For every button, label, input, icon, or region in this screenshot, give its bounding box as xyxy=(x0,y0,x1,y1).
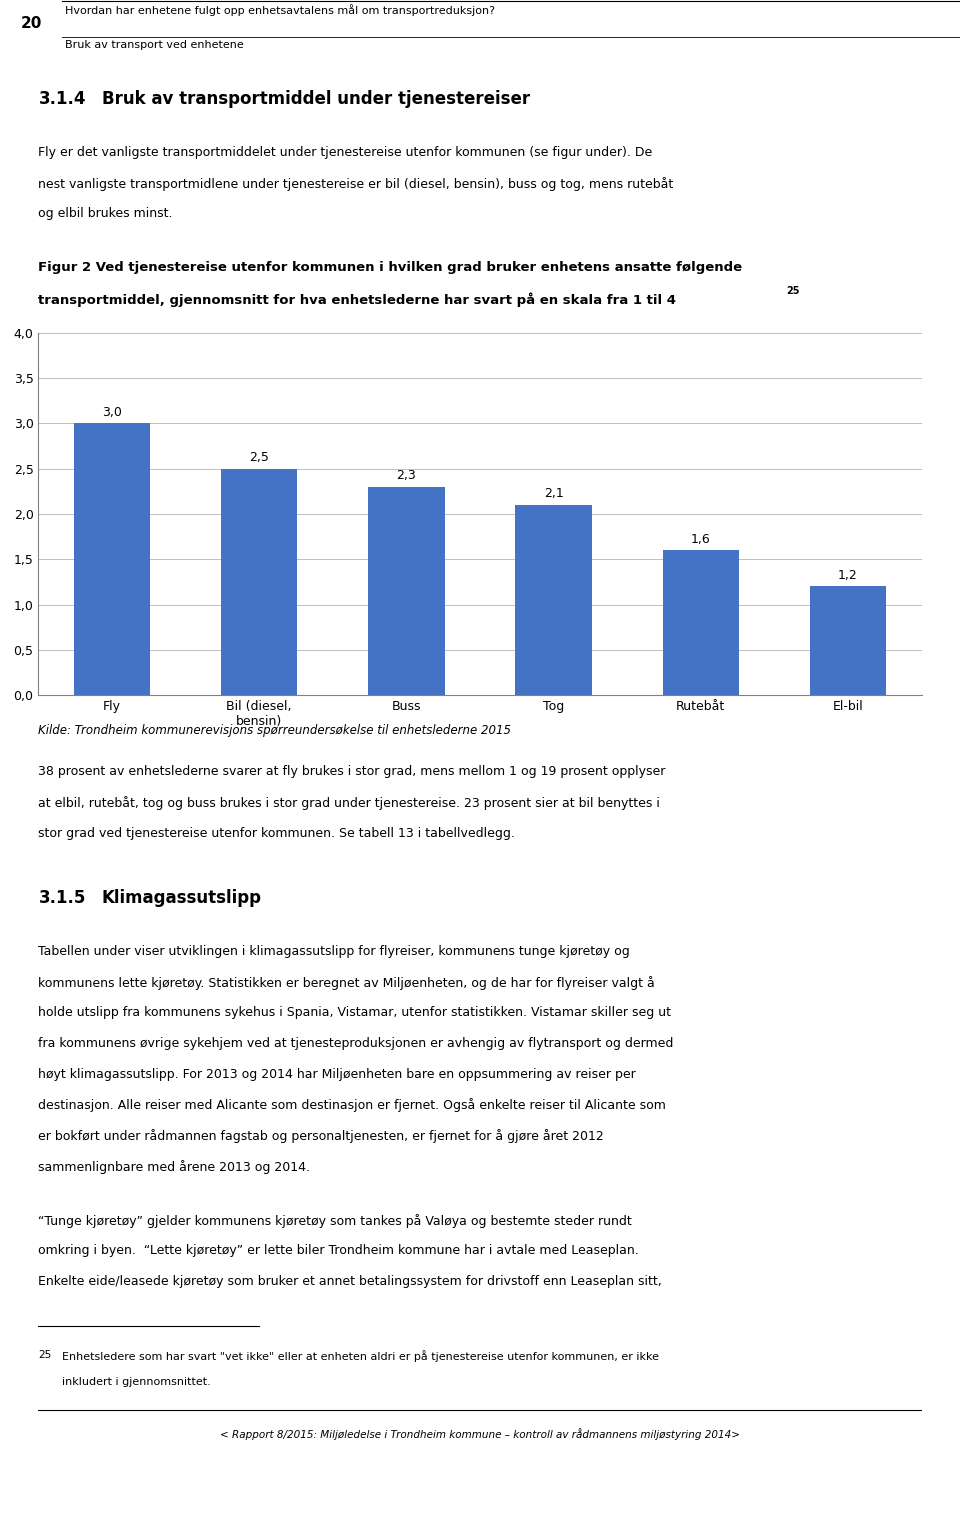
Bar xyxy=(368,486,444,695)
Text: kommunens lette kjøretøy. Statistikken er beregnet av Miljøenheten, og de har fo: kommunens lette kjøretøy. Statistikken e… xyxy=(38,976,655,990)
Text: transportmiddel, gjennomsnitt for hva enhetslederne har svart på en skala fra 1 : transportmiddel, gjennomsnitt for hva en… xyxy=(38,291,677,307)
Text: 1,2: 1,2 xyxy=(838,569,858,583)
Text: holde utslipp fra kommunens sykehus i Spania, Vistamar, utenfor statistikken. Vi: holde utslipp fra kommunens sykehus i Sp… xyxy=(38,1006,671,1019)
Bar xyxy=(662,551,739,695)
Text: nest vanligste transportmidlene under tjenestereise er bil (diesel, bensin), bus: nest vanligste transportmidlene under tj… xyxy=(38,177,674,191)
Text: “Tunge kjøretøy” gjelder kommunens kjøretøy som tankes på Valøya og bestemte ste: “Tunge kjøretøy” gjelder kommunens kjøre… xyxy=(38,1214,632,1228)
Text: Hvordan har enhetene fulgt opp enhetsavtalens mål om transportreduksjon?: Hvordan har enhetene fulgt opp enhetsavt… xyxy=(65,5,495,17)
Text: Figur 2 Ved tjenestereise utenfor kommunen i hvilken grad bruker enhetens ansatt: Figur 2 Ved tjenestereise utenfor kommun… xyxy=(38,261,742,274)
Text: 25: 25 xyxy=(786,287,800,296)
Text: inkludert i gjennomsnittet.: inkludert i gjennomsnittet. xyxy=(62,1377,211,1388)
Text: at elbil, rutebåt, tog og buss brukes i stor grad under tjenestereise. 23 prosen: at elbil, rutebåt, tog og buss brukes i … xyxy=(38,796,660,810)
Text: Fly er det vanligste transportmiddelet under tjenestereise utenfor kommunen (se : Fly er det vanligste transportmiddelet u… xyxy=(38,146,653,159)
Text: 2,1: 2,1 xyxy=(543,488,564,500)
Text: Bruk av transport ved enhetene: Bruk av transport ved enhetene xyxy=(65,40,244,50)
Text: 20: 20 xyxy=(21,17,42,30)
Text: 3.1.4: 3.1.4 xyxy=(38,90,85,108)
Text: omkring i byen.  “Lette kjøretøy” er lette biler Trondheim kommune har i avtale : omkring i byen. “Lette kjøretøy” er lett… xyxy=(38,1244,639,1258)
Text: høyt klimagassutslipp. For 2013 og 2014 har Miljøenheten bare en oppsummering av: høyt klimagassutslipp. For 2013 og 2014 … xyxy=(38,1068,636,1081)
Text: 1,6: 1,6 xyxy=(691,532,710,546)
Text: 2,3: 2,3 xyxy=(396,470,417,482)
Bar xyxy=(221,468,298,695)
Text: Kilde: Trondheim kommunerevisjons spørreundersøkelse til enhetslederne 2015: Kilde: Trondheim kommunerevisjons spørre… xyxy=(38,724,512,738)
Text: Bruk av transportmiddel under tjenestereiser: Bruk av transportmiddel under tjenestere… xyxy=(102,90,530,108)
Bar xyxy=(516,505,592,695)
Text: destinasjon. Alle reiser med Alicante som destinasjon er fjernet. Også enkelte r: destinasjon. Alle reiser med Alicante so… xyxy=(38,1098,666,1112)
Text: 3.1.5: 3.1.5 xyxy=(38,889,85,907)
Text: 3,0: 3,0 xyxy=(102,406,122,419)
Bar xyxy=(809,587,886,695)
Text: stor grad ved tjenestereise utenfor kommunen. Se tabell 13 i tabellvedlegg.: stor grad ved tjenestereise utenfor komm… xyxy=(38,827,516,840)
Text: Enhetsledere som har svart "vet ikke" eller at enheten aldri er på tjenestereise: Enhetsledere som har svart "vet ikke" el… xyxy=(62,1350,660,1362)
Text: Enkelte eide/leasede kjøretøy som bruker et annet betalingssystem for drivstoff : Enkelte eide/leasede kjøretøy som bruker… xyxy=(38,1275,662,1289)
Text: Tabellen under viser utviklingen i klimagassutslipp for flyreiser, kommunens tun: Tabellen under viser utviklingen i klima… xyxy=(38,946,630,958)
Text: er bokført under rådmannen fagstab og personaltjenesten, er fjernet for å gjøre : er bokført under rådmannen fagstab og pe… xyxy=(38,1128,604,1144)
Bar xyxy=(74,424,151,695)
Text: og elbil brukes minst.: og elbil brukes minst. xyxy=(38,207,173,220)
Text: 2,5: 2,5 xyxy=(250,451,269,464)
Text: fra kommunens øvrige sykehjem ved at tjenesteproduksjonen er avhengig av flytran: fra kommunens øvrige sykehjem ved at tje… xyxy=(38,1037,674,1051)
Text: Klimagassutslipp: Klimagassutslipp xyxy=(102,889,262,907)
Text: 25: 25 xyxy=(38,1350,52,1360)
Text: sammenlignbare med årene 2013 og 2014.: sammenlignbare med årene 2013 og 2014. xyxy=(38,1161,310,1174)
Text: < Rapport 8/2015: Miljøledelse i Trondheim kommune – kontroll av rådmannens milj: < Rapport 8/2015: Miljøledelse i Trondhe… xyxy=(220,1429,740,1441)
Text: 38 prosent av enhetslederne svarer at fly brukes i stor grad, mens mellom 1 og 1: 38 prosent av enhetslederne svarer at fl… xyxy=(38,766,666,778)
